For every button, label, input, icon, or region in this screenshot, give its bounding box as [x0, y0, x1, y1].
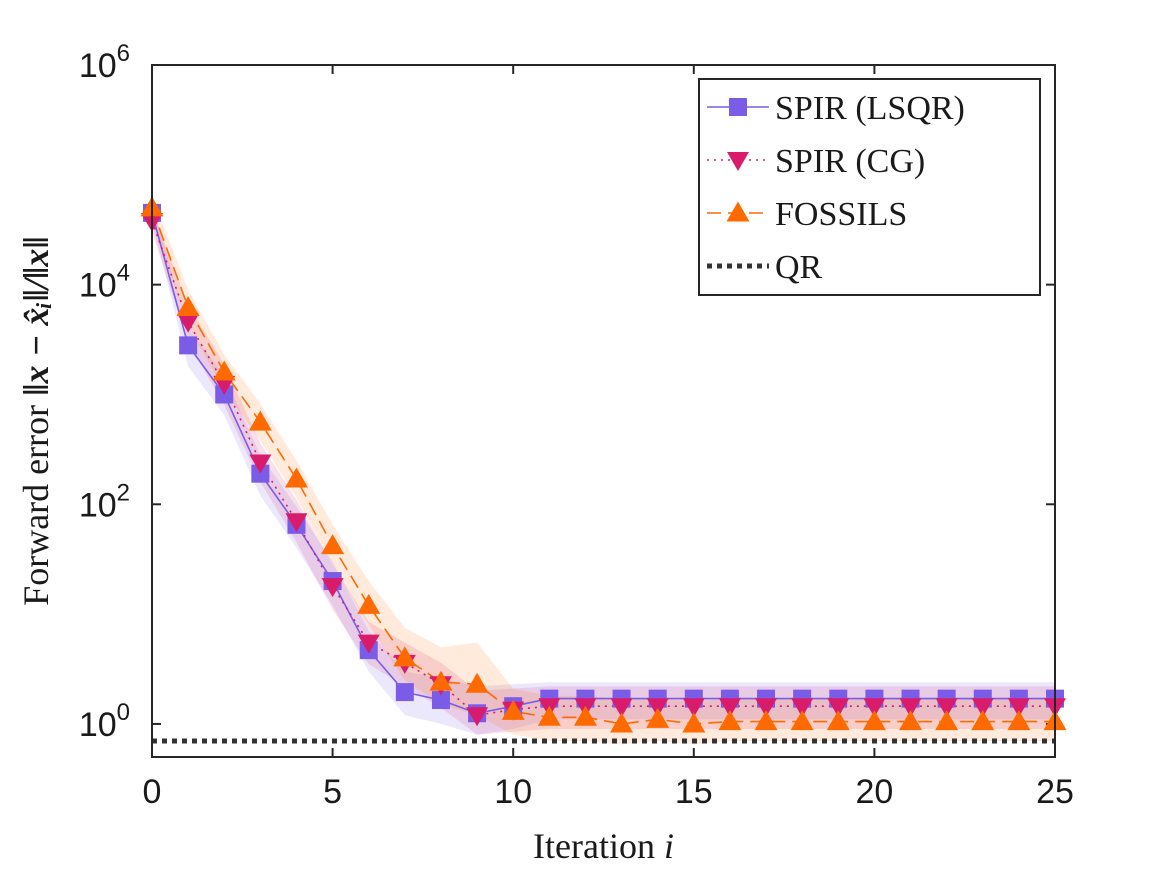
- y-axis-label-math: ‖x − x̂ᵢ‖/‖x‖: [16, 236, 56, 396]
- data-point: [862, 710, 886, 731]
- data-point: [826, 710, 850, 731]
- data-point: [899, 710, 923, 731]
- data-point: [501, 699, 525, 720]
- data-point: [393, 646, 417, 667]
- y-tick-exponent: 0: [117, 699, 130, 726]
- data-point: [429, 670, 453, 691]
- data-point: [466, 707, 489, 727]
- x-tick-label: 25: [1036, 773, 1074, 811]
- y-axis-label-text: Forward error: [16, 405, 56, 606]
- x-tick-label: 15: [675, 773, 713, 811]
- y-tick-exponent: 6: [117, 40, 130, 67]
- x-tick-label: 20: [855, 773, 893, 811]
- legend-entry: SPIR (LSQR): [707, 90, 965, 127]
- plot-frame: [151, 64, 1056, 758]
- legend-marker-sample: [729, 98, 747, 116]
- x-axis-label: Iteration i: [533, 826, 674, 866]
- data-point: [646, 707, 670, 728]
- data-point: [284, 467, 308, 488]
- legend-marker-sample: [726, 201, 750, 222]
- band-fossils: [152, 195, 1055, 745]
- legend-entry: SPIR (CG): [707, 143, 925, 180]
- legend-label: SPIR (LSQR): [775, 90, 965, 127]
- data-point: [790, 710, 814, 731]
- data-point: [357, 634, 380, 654]
- data-point: [827, 698, 850, 718]
- data-point: [179, 336, 198, 355]
- data-point: [718, 710, 742, 731]
- data-point: [971, 698, 994, 718]
- x-axis-label-var: i: [664, 826, 674, 866]
- confidence-bands: [152, 195, 1055, 745]
- y-tick-base: 10: [79, 267, 117, 305]
- y-tick-label: 104: [79, 260, 130, 305]
- data-point: [465, 672, 489, 693]
- data-point: [1007, 698, 1030, 718]
- y-tick-label: 100: [79, 699, 130, 744]
- legend-label: QR: [775, 249, 823, 286]
- data-point: [682, 698, 705, 718]
- data-point: [176, 295, 200, 316]
- data-point: [321, 534, 345, 555]
- data-point: [682, 712, 706, 733]
- data-point: [863, 698, 886, 718]
- data-point: [791, 698, 814, 718]
- data-point: [573, 705, 597, 726]
- data-point: [285, 513, 308, 533]
- x-tick-label: 0: [143, 773, 162, 811]
- data-point: [248, 410, 272, 431]
- data-point: [899, 698, 922, 718]
- y-axis-label: Forward error ‖x − x̂ᵢ‖/‖x‖: [16, 236, 56, 606]
- data-point: [177, 313, 200, 333]
- legend-label: FOSSILS: [775, 196, 907, 233]
- data-point: [935, 698, 958, 718]
- data-point: [1007, 710, 1031, 731]
- data-point: [754, 710, 778, 731]
- y-tick-label: 106: [79, 40, 130, 85]
- data-point: [249, 454, 272, 474]
- data-point: [610, 698, 633, 718]
- series-markers: [140, 196, 1067, 733]
- data-point: [646, 698, 669, 718]
- x-axis-label-text: Iteration: [533, 826, 655, 866]
- data-point: [212, 360, 236, 381]
- y-tick-base: 10: [79, 706, 117, 744]
- y-tick-exponent: 4: [117, 260, 130, 287]
- legend-label: SPIR (CG): [775, 143, 925, 180]
- y-tick-label: 102: [79, 479, 130, 524]
- data-point: [357, 593, 381, 614]
- x-tick-labels: 0 5 10 15 20 25: [143, 773, 1074, 811]
- legend-entry: QR: [707, 249, 823, 286]
- x-tick-label: 10: [494, 773, 532, 811]
- x-tick-label: 5: [323, 773, 342, 811]
- data-point: [610, 712, 634, 733]
- data-point: [395, 683, 414, 702]
- data-point: [321, 578, 344, 598]
- legend-entry: FOSSILS: [707, 196, 907, 233]
- y-tick-exponent: 2: [117, 479, 130, 506]
- legend: SPIR (LSQR) SPIR (CG) FOSSILS QR: [698, 78, 1041, 296]
- legend-box: [698, 78, 1041, 296]
- y-tick-base: 10: [79, 486, 117, 524]
- data-point: [213, 375, 236, 395]
- data-point: [935, 710, 959, 731]
- data-point: [755, 698, 778, 718]
- data-point: [537, 705, 561, 726]
- data-point: [718, 698, 741, 718]
- y-tick-base: 10: [79, 47, 117, 85]
- data-point: [971, 710, 995, 731]
- legend-marker-sample: [727, 152, 749, 171]
